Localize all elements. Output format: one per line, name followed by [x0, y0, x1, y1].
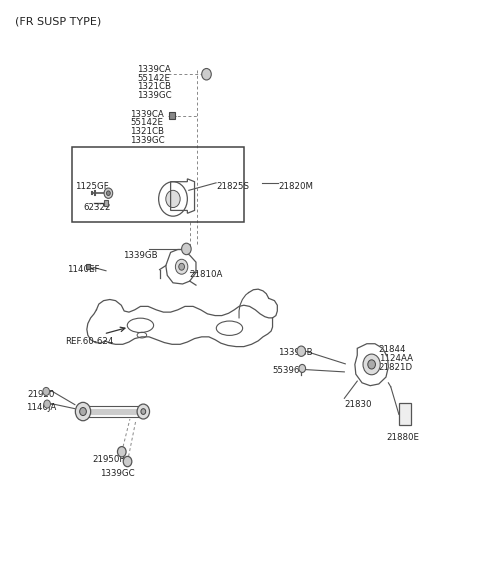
Circle shape [297, 346, 306, 357]
Text: 21880E: 21880E [386, 433, 419, 442]
Text: REF.60-624: REF.60-624 [65, 337, 114, 346]
Circle shape [43, 388, 49, 396]
Text: 1339GC: 1339GC [130, 136, 165, 145]
Circle shape [123, 456, 132, 467]
Circle shape [181, 243, 191, 255]
Circle shape [202, 69, 211, 80]
Bar [169, 112, 175, 119]
Text: 1125GF: 1125GF [75, 181, 108, 191]
Circle shape [299, 365, 306, 373]
Bar [86, 264, 90, 270]
Bar [104, 200, 108, 206]
Text: 1321CB: 1321CB [130, 127, 164, 136]
Text: 21821D: 21821D [379, 363, 413, 372]
Text: 1339CA: 1339CA [130, 110, 164, 119]
Text: 21844: 21844 [379, 346, 406, 354]
Text: 1339GC: 1339GC [137, 91, 172, 100]
Text: 1140JA: 1140JA [26, 403, 56, 412]
Text: 21820M: 21820M [278, 181, 313, 191]
Circle shape [179, 263, 184, 270]
Text: 62322: 62322 [83, 203, 110, 212]
Circle shape [137, 404, 150, 419]
Circle shape [75, 403, 91, 420]
Text: 55396: 55396 [273, 366, 300, 374]
Text: 1124AA: 1124AA [379, 354, 413, 363]
Text: 21825S: 21825S [216, 181, 249, 191]
Circle shape [368, 360, 375, 369]
Circle shape [166, 190, 180, 207]
Circle shape [363, 354, 380, 375]
Circle shape [44, 400, 50, 408]
Circle shape [80, 407, 86, 415]
Text: 21830: 21830 [344, 400, 372, 409]
Text: 55142E: 55142E [137, 74, 170, 83]
Circle shape [118, 446, 126, 457]
Bar [399, 403, 411, 425]
Text: 21920: 21920 [27, 391, 54, 399]
Circle shape [107, 191, 110, 195]
Text: 1140EF: 1140EF [67, 265, 99, 274]
Text: (FR SUSP TYPE): (FR SUSP TYPE) [15, 17, 101, 26]
Text: 1339GB: 1339GB [123, 251, 157, 260]
Text: 21950R: 21950R [93, 454, 126, 464]
Text: 1339CA: 1339CA [137, 65, 171, 74]
Bar [72, 147, 244, 222]
Circle shape [175, 259, 188, 274]
Text: 1321CB: 1321CB [137, 82, 171, 91]
Text: 1339GB: 1339GB [278, 348, 313, 357]
Circle shape [141, 408, 146, 414]
Text: 55142E: 55142E [130, 119, 163, 127]
Text: 1339GC: 1339GC [100, 469, 135, 478]
Circle shape [104, 188, 113, 198]
Text: 21810A: 21810A [190, 270, 223, 279]
